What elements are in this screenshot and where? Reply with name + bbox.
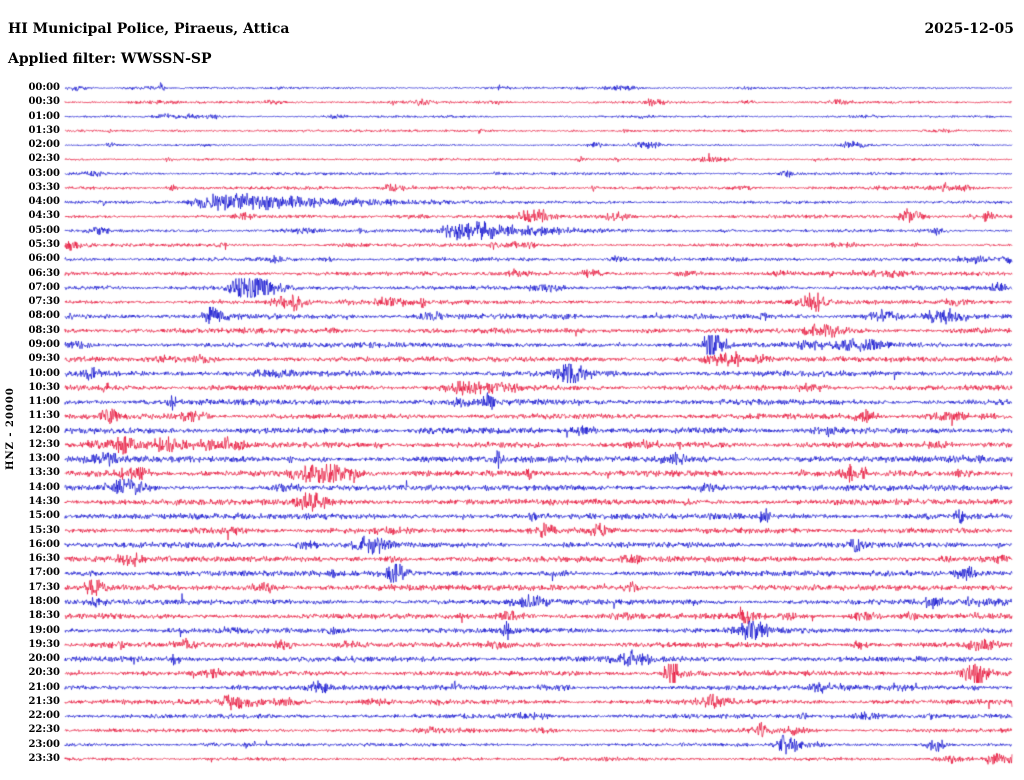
helicorder-page: HI Municipal Police, Piraeus, Attica 202…	[0, 0, 1024, 780]
seismogram-traces	[0, 0, 1024, 780]
